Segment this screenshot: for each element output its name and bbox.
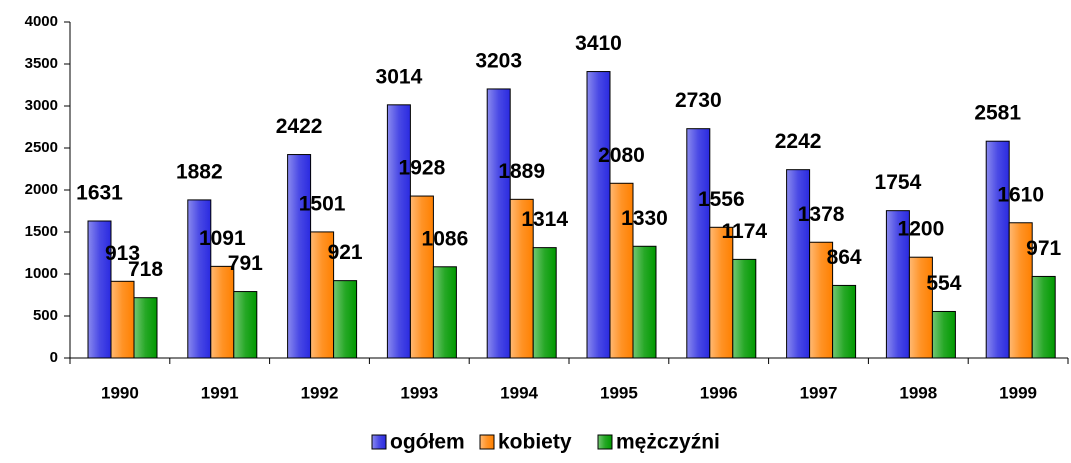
y-tick-label: 1500 <box>25 223 58 240</box>
bar <box>532 247 557 359</box>
x-tick-label: 1995 <box>600 383 638 402</box>
data-label: 3410 <box>575 32 622 55</box>
data-label: 2080 <box>598 144 645 167</box>
data-label: 1754 <box>875 171 922 194</box>
bar <box>985 140 1010 359</box>
data-label: 554 <box>926 272 961 295</box>
x-tick-label: 1992 <box>301 383 339 402</box>
data-label: 791 <box>228 252 263 275</box>
data-label: 2730 <box>675 89 722 112</box>
bar <box>931 310 956 359</box>
legend-label: ogółem <box>390 431 465 454</box>
legend-swatch <box>597 434 613 450</box>
bar <box>187 199 212 359</box>
bar <box>486 88 511 359</box>
x-tick-label: 1999 <box>999 383 1037 402</box>
bar <box>333 280 358 359</box>
legend-swatch <box>479 434 495 450</box>
data-label: 1501 <box>299 192 346 215</box>
data-label: 1928 <box>399 157 446 180</box>
data-label: 1200 <box>898 218 945 241</box>
data-label: 718 <box>128 258 163 281</box>
bar <box>908 256 933 359</box>
x-tick-label: 1997 <box>800 383 838 402</box>
bar <box>709 226 734 359</box>
bar <box>632 245 657 359</box>
y-tick-label: 2000 <box>25 181 58 198</box>
x-tick-label: 1996 <box>700 383 738 402</box>
data-label: 1556 <box>698 188 745 211</box>
y-tick-label: 1000 <box>25 265 58 282</box>
y-tick-label: 500 <box>33 307 58 324</box>
x-tick-label: 1990 <box>101 383 139 402</box>
bar <box>432 266 457 359</box>
data-label: 3014 <box>376 65 423 88</box>
legend-label: kobiety <box>498 431 572 454</box>
y-tick-label: 0 <box>50 349 58 366</box>
bar <box>832 284 857 359</box>
data-label: 864 <box>827 246 862 269</box>
data-label: 1610 <box>997 183 1044 206</box>
bar <box>786 169 811 359</box>
bar <box>133 297 158 359</box>
y-tick-label: 2500 <box>25 139 58 156</box>
x-tick-label: 1991 <box>201 383 239 402</box>
bar <box>732 258 757 359</box>
data-label: 1314 <box>521 208 568 231</box>
data-label: 2581 <box>974 102 1021 125</box>
bar <box>586 71 611 359</box>
data-label: 1174 <box>722 220 768 243</box>
y-tick-label: 3000 <box>25 97 58 114</box>
bar <box>386 104 411 359</box>
y-tick-label: 4000 <box>25 13 58 30</box>
data-label: 2422 <box>276 115 323 138</box>
legend-label: mężczyźni <box>616 431 720 454</box>
data-label: 1378 <box>798 203 845 226</box>
data-label: 1882 <box>176 160 223 183</box>
legend-swatch <box>371 434 387 450</box>
data-label: 921 <box>328 241 363 264</box>
bar <box>287 154 312 359</box>
data-label: 1091 <box>199 227 246 250</box>
data-label: 913 <box>105 242 140 265</box>
y-tick-label: 3500 <box>25 55 58 72</box>
bar <box>409 195 434 359</box>
bar <box>233 291 258 359</box>
data-label: 1086 <box>422 227 469 250</box>
bar <box>686 128 711 359</box>
bar <box>210 265 235 359</box>
x-tick-label: 1998 <box>899 383 937 402</box>
x-tick-label: 1993 <box>400 383 438 402</box>
data-label: 1889 <box>498 160 545 183</box>
bar <box>1031 275 1056 359</box>
data-label: 3203 <box>475 49 522 72</box>
data-label: 971 <box>1026 237 1061 260</box>
data-label: 1631 <box>76 182 123 205</box>
data-label: 1330 <box>621 207 668 230</box>
data-label: 2242 <box>775 130 822 153</box>
x-tick-label: 1994 <box>500 383 538 402</box>
bar <box>110 280 135 359</box>
